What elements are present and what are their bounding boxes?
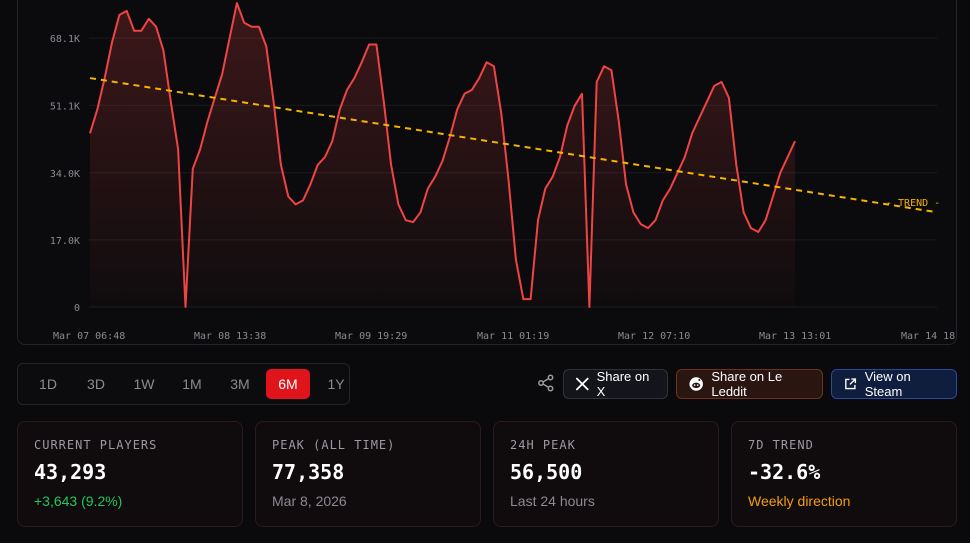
y-tick-label: 68.1K	[50, 34, 80, 45]
trend-label: - TREND -	[886, 198, 940, 209]
stat-label: CURRENT PLAYERS	[34, 438, 158, 452]
stat-subtext: Mar 8, 2026	[272, 493, 347, 509]
x-tick-label: Mar 14 18	[901, 331, 955, 342]
player-area-fill	[90, 3, 795, 307]
stat-value: -32.6%	[748, 460, 821, 484]
x-tick-label: Mar 09 19:29	[335, 331, 407, 342]
timeframe-3m[interactable]: 3M	[230, 376, 250, 392]
timeframe-selector: 1D 3D 1W 1M 3M 6M 1Y	[17, 363, 350, 405]
x-tick-label: Mar 08 13:38	[194, 331, 266, 342]
stat-value: 43,293	[34, 460, 107, 484]
timeframe-1y[interactable]: 1Y	[327, 376, 345, 392]
timeframe-3d[interactable]: 3D	[87, 376, 105, 392]
stat-label: 7D TREND	[748, 438, 814, 452]
y-tick-label: 0	[74, 303, 80, 314]
share-on-x-label: Share on X	[596, 369, 650, 399]
player-chart: 68.1K 51.1K 34.0K 17.0K 0 Mar 07 06:48 Mar 08 …	[17, 0, 957, 345]
stat-value: 56,500	[510, 460, 583, 484]
view-on-steam-button[interactable]: View on Steam	[831, 369, 957, 399]
x-tick-label: Mar 07 06:48	[53, 331, 125, 342]
stat-card-7d-trend: 7D TREND -32.6% Weekly direction	[731, 421, 957, 527]
x-tick-label: Mar 13 13:01	[759, 331, 831, 342]
y-tick-label: 51.1K	[50, 101, 80, 112]
stat-card-current-players: CURRENT PLAYERS 43,293 +3,643 (9.2%)	[17, 421, 243, 527]
x-tick-label: Mar 12 07:10	[618, 331, 690, 342]
stat-subtext: Weekly direction	[748, 493, 851, 509]
share-on-reddit-button[interactable]: Share on Le Leddit	[676, 369, 823, 399]
view-on-steam-label: View on Steam	[864, 369, 911, 399]
y-tick-label: 17.0K	[50, 236, 80, 247]
stat-card-peak-all-time: PEAK (ALL TIME) 77,358 Mar 8, 2026	[255, 421, 481, 527]
stat-card-24h-peak: 24H PEAK 56,500 Last 24 hours	[493, 421, 719, 527]
player-chart-svg: 68.1K 51.1K 34.0K 17.0K 0 Mar 07 06:48 Mar 08 …	[50, 2, 955, 342]
timeframe-1w[interactable]: 1W	[133, 376, 155, 392]
timeframe-1d[interactable]: 1D	[39, 376, 57, 392]
player-count-line	[89, 2, 796, 308]
stat-label: 24H PEAK	[510, 438, 576, 452]
x-tick-label: Mar 11 01:19	[477, 331, 549, 342]
x-logo-icon	[576, 377, 589, 391]
share-on-x-button[interactable]: Share on X	[563, 369, 668, 399]
stat-change: +3,643 (9.2%)	[34, 493, 123, 509]
timeframe-6m[interactable]: 6M	[266, 369, 310, 399]
external-link-icon	[845, 378, 857, 390]
y-tick-label: 34.0K	[50, 169, 80, 180]
reddit-logo-icon	[689, 377, 703, 391]
stat-subtext: Last 24 hours	[510, 493, 595, 509]
share-on-reddit-label: Share on Le Leddit	[711, 369, 783, 399]
stat-value: 77,358	[272, 460, 345, 484]
share-icon[interactable]	[537, 374, 555, 392]
timeframe-1m[interactable]: 1M	[182, 376, 202, 392]
stat-label: PEAK (ALL TIME)	[272, 438, 396, 452]
